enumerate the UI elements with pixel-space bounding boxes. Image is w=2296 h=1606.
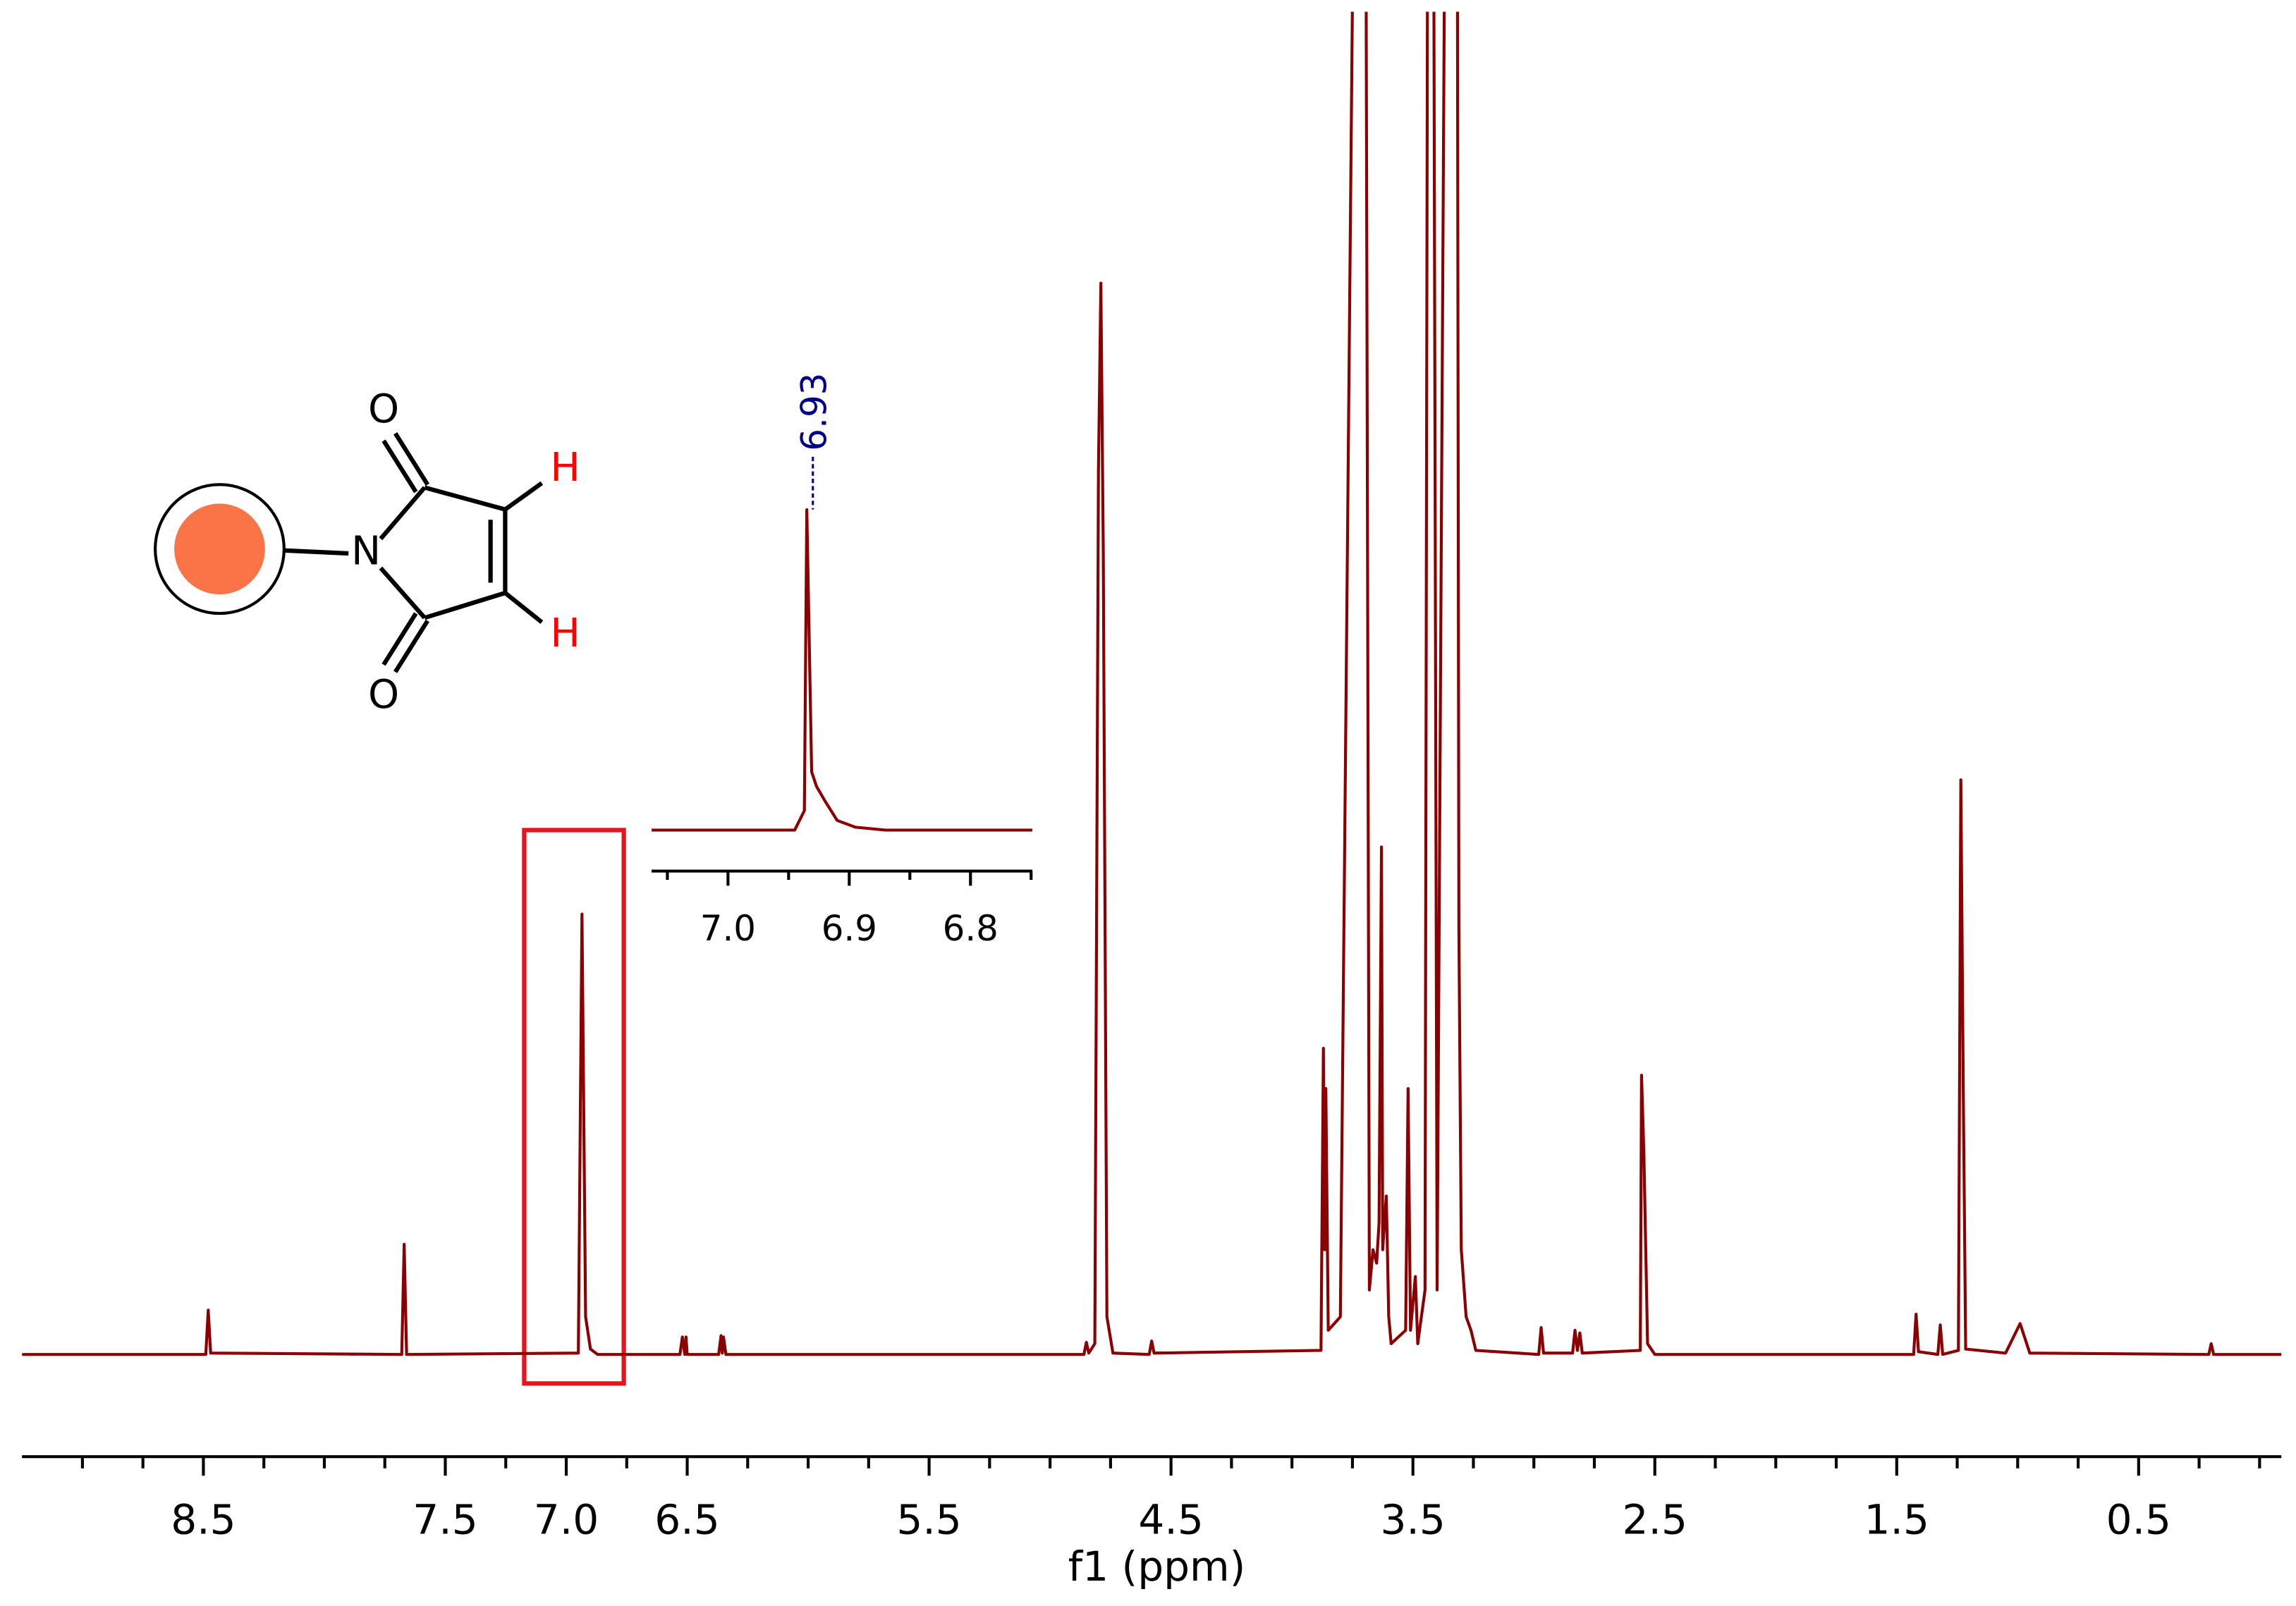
x-tick-label: 6.9 xyxy=(822,908,877,949)
x-tick-label: 7.0 xyxy=(700,908,756,949)
x-tick-label: 6.5 xyxy=(654,1496,719,1544)
atom-label: H xyxy=(550,445,580,491)
x-tick-label: 6.8 xyxy=(943,908,999,949)
x-tick-label: 7.0 xyxy=(534,1496,599,1544)
atom-label: O xyxy=(368,672,399,718)
x-tick-label: 8.5 xyxy=(171,1496,236,1544)
spectrum-line xyxy=(652,508,1032,832)
x-tick-label: 2.5 xyxy=(1623,1496,1687,1544)
highlight-box xyxy=(522,828,626,1386)
x-tick-label: 5.5 xyxy=(896,1496,961,1544)
x-tick-label: 4.5 xyxy=(1138,1496,1203,1544)
atom-label: O xyxy=(368,386,399,432)
structure xyxy=(154,432,544,673)
x-axis-title: f1 (ppm) xyxy=(1068,1543,1246,1590)
atom-label: N xyxy=(351,529,381,575)
x-tick-label: 1.5 xyxy=(1864,1496,1929,1544)
x-tick-label: 7.5 xyxy=(413,1496,477,1544)
x-tick-label: 3.5 xyxy=(1380,1496,1445,1544)
spectrum-line xyxy=(22,11,2282,1356)
peak-label: 6.93 xyxy=(793,373,834,451)
x-tick-label: 0.5 xyxy=(2106,1496,2171,1544)
atom-label: H xyxy=(550,611,580,656)
